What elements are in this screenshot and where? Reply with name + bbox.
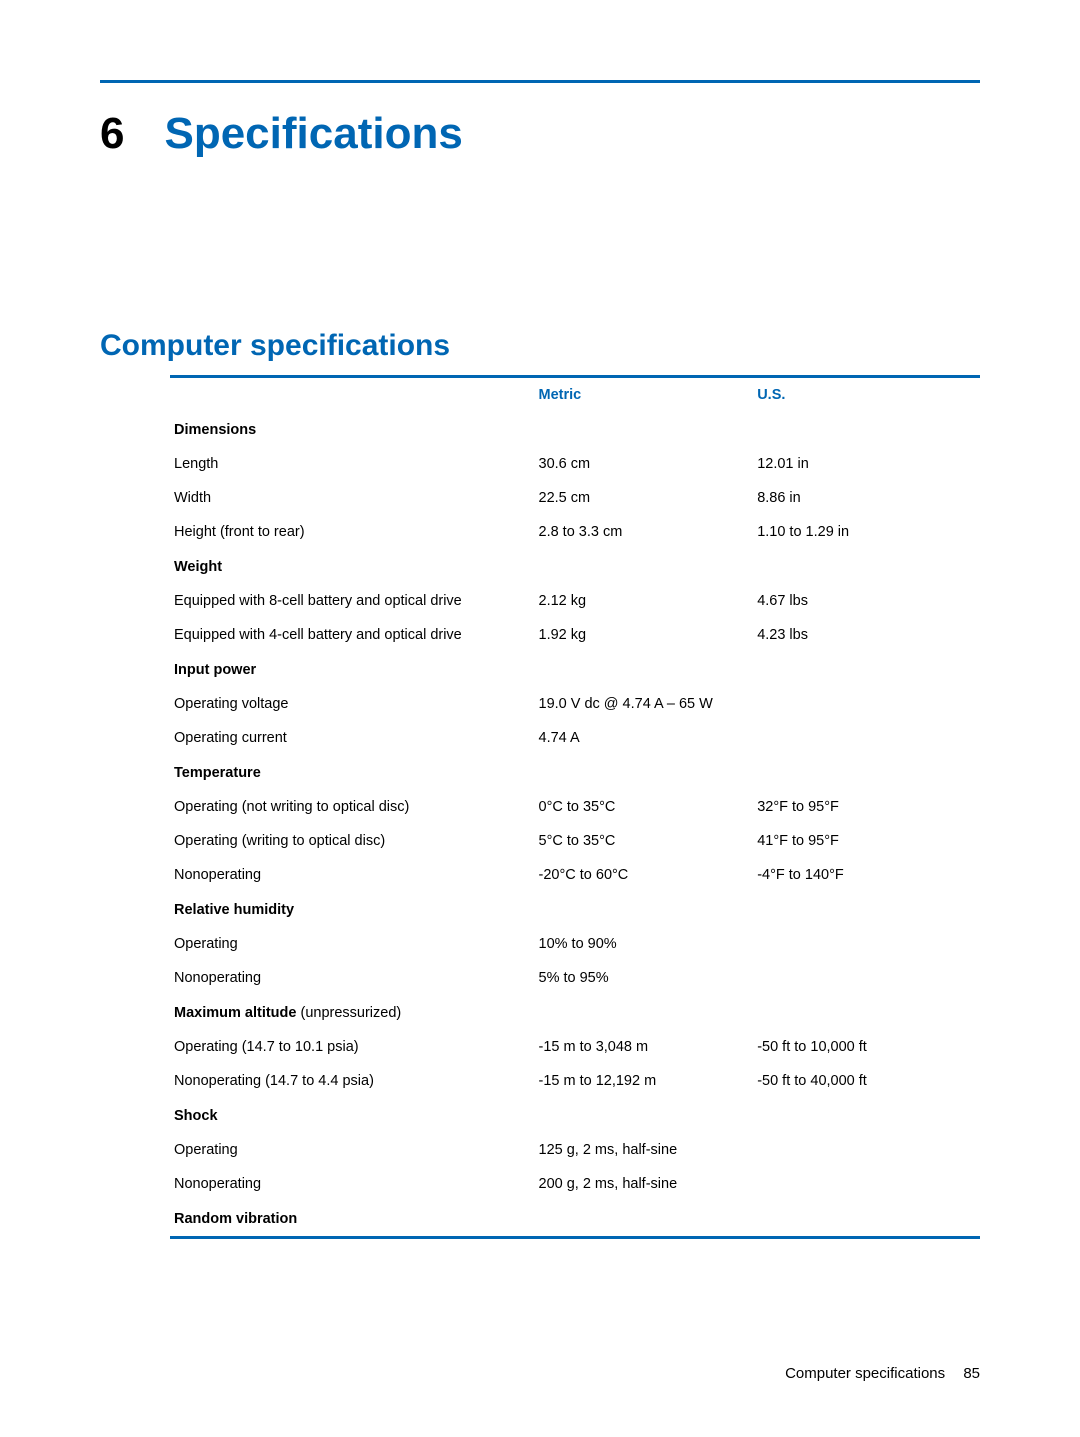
cell-label: Operating [170,1133,535,1167]
cell-label: Equipped with 4-cell battery and optical… [170,618,535,652]
group-row: Maximum altitude (unpressurized) [170,995,980,1030]
cell-label: Nonoperating [170,961,535,995]
cell-label: Nonoperating (14.7 to 4.4 psia) [170,1064,535,1098]
table-row: Operating125 g, 2 ms, half-sine [170,1133,980,1167]
cell-label: Height (front to rear) [170,515,535,549]
group-label: Input power [170,652,980,687]
cell-metric: 5°C to 35°C [535,824,754,858]
header-us: U.S. [753,378,980,412]
group-label: Relative humidity [170,892,980,927]
group-row: Temperature [170,755,980,790]
cell-metric: -15 m to 12,192 m [535,1064,754,1098]
cell-metric: 30.6 cm [535,447,754,481]
cell-us: -50 ft to 10,000 ft [753,1030,980,1064]
cell-metric: 200 g, 2 ms, half-sine [535,1167,754,1201]
cell-us: -4°F to 140°F [753,858,980,892]
chapter-heading: 6 Specifications [100,109,980,159]
group-label: Shock [170,1098,980,1133]
table-row: Operating (14.7 to 10.1 psia)-15 m to 3,… [170,1030,980,1064]
top-rule [100,80,980,83]
cell-metric: -20°C to 60°C [535,858,754,892]
group-label: Maximum altitude (unpressurized) [170,995,980,1030]
cell-us [753,927,980,961]
table-row: Operating (writing to optical disc)5°C t… [170,824,980,858]
cell-metric: 2.8 to 3.3 cm [535,515,754,549]
cell-metric: 1.92 kg [535,618,754,652]
group-row: Random vibration [170,1201,980,1236]
footer-page-number: 85 [963,1365,980,1382]
cell-label: Operating (not writing to optical disc) [170,790,535,824]
table-row: Nonoperating5% to 95% [170,961,980,995]
cell-label: Operating [170,927,535,961]
cell-label: Equipped with 8-cell battery and optical… [170,584,535,618]
table-row: Equipped with 8-cell battery and optical… [170,584,980,618]
spec-table: Metric U.S. DimensionsLength30.6 cm12.01… [170,378,980,1236]
footer-label: Computer specifications [785,1365,945,1382]
cell-metric: 5% to 95% [535,961,754,995]
cell-metric: 125 g, 2 ms, half-sine [535,1133,754,1167]
table-row: Equipped with 4-cell battery and optical… [170,618,980,652]
cell-us [753,1167,980,1201]
cell-us: 32°F to 95°F [753,790,980,824]
page-footer: Computer specifications 85 [785,1365,980,1382]
cell-us [753,721,980,755]
group-row: Weight [170,549,980,584]
cell-label: Operating (14.7 to 10.1 psia) [170,1030,535,1064]
cell-us: 4.23 lbs [753,618,980,652]
cell-us: 12.01 in [753,447,980,481]
cell-us [753,1133,980,1167]
group-label: Random vibration [170,1201,980,1236]
spec-table-wrap: Metric U.S. DimensionsLength30.6 cm12.01… [170,375,980,1239]
cell-us: 8.86 in [753,481,980,515]
cell-metric: 19.0 V dc @ 4.74 A – 65 W [535,687,754,721]
table-row: Length30.6 cm12.01 in [170,447,980,481]
table-row: Width22.5 cm8.86 in [170,481,980,515]
cell-label: Operating voltage [170,687,535,721]
header-metric: Metric [535,378,754,412]
table-row: Nonoperating-20°C to 60°C-4°F to 140°F [170,858,980,892]
cell-us: 4.67 lbs [753,584,980,618]
cell-metric: 0°C to 35°C [535,790,754,824]
cell-us: 41°F to 95°F [753,824,980,858]
table-row: Nonoperating200 g, 2 ms, half-sine [170,1167,980,1201]
group-label: Weight [170,549,980,584]
cell-metric: 4.74 A [535,721,754,755]
chapter-title: Specifications [164,109,462,159]
cell-us [753,687,980,721]
chapter-number: 6 [100,109,124,159]
cell-label: Width [170,481,535,515]
table-row: Operating voltage19.0 V dc @ 4.74 A – 65… [170,687,980,721]
cell-metric: 22.5 cm [535,481,754,515]
table-row: Height (front to rear)2.8 to 3.3 cm1.10 … [170,515,980,549]
table-row: Operating current4.74 A [170,721,980,755]
table-row: Nonoperating (14.7 to 4.4 psia)-15 m to … [170,1064,980,1098]
cell-us [753,961,980,995]
group-row: Dimensions [170,412,980,447]
header-label [170,378,535,412]
table-row: Operating10% to 90% [170,927,980,961]
group-row: Shock [170,1098,980,1133]
cell-label: Operating (writing to optical disc) [170,824,535,858]
page-content: 6 Specifications Computer specifications… [0,0,1080,1299]
group-label: Dimensions [170,412,980,447]
cell-us: 1.10 to 1.29 in [753,515,980,549]
cell-label: Operating current [170,721,535,755]
section-title: Computer specifications [100,329,980,363]
cell-label: Length [170,447,535,481]
table-row: Operating (not writing to optical disc)0… [170,790,980,824]
cell-metric: 2.12 kg [535,584,754,618]
cell-metric: 10% to 90% [535,927,754,961]
table-header-row: Metric U.S. [170,378,980,412]
cell-label: Nonoperating [170,1167,535,1201]
cell-metric: -15 m to 3,048 m [535,1030,754,1064]
group-label: Temperature [170,755,980,790]
cell-us: -50 ft to 40,000 ft [753,1064,980,1098]
cell-label: Nonoperating [170,858,535,892]
group-row: Input power [170,652,980,687]
group-row: Relative humidity [170,892,980,927]
